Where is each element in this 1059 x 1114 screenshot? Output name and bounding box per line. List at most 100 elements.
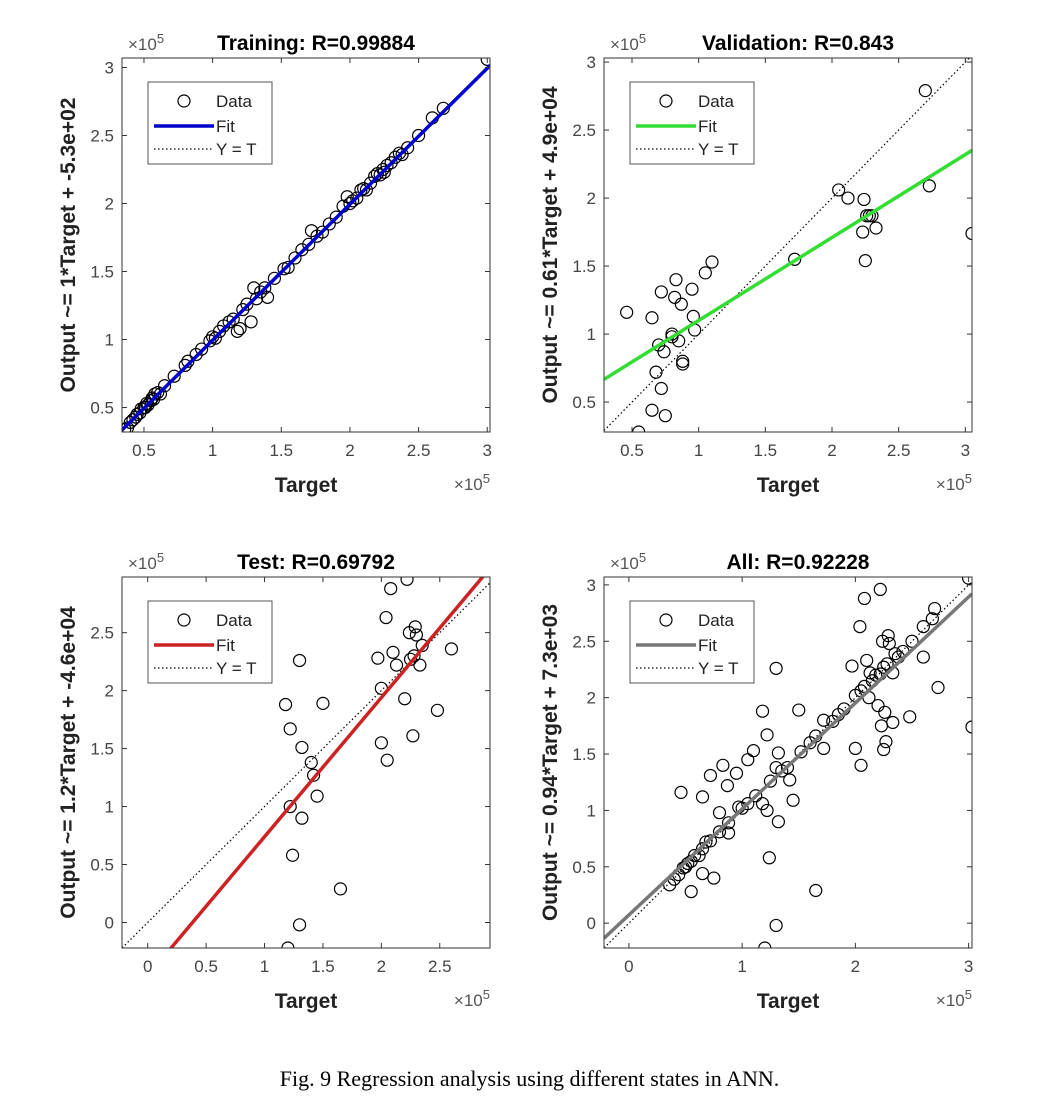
data-point xyxy=(878,705,892,719)
y-axis-label: Output ~= 0.61*Target + 4.9e+04 xyxy=(539,86,562,403)
x-tick-label: 1.5 xyxy=(311,957,335,976)
data-point xyxy=(283,722,297,736)
axes-frame xyxy=(121,57,491,433)
data-point xyxy=(857,192,871,207)
subplot-1: 0.5 1 1.5 2 2.5 3 0.5 1 1.5 2 2.5 3 Training: R=0.99… xyxy=(57,31,492,497)
data-point xyxy=(222,315,236,329)
legend-fit-label: Fit xyxy=(698,117,717,136)
data-point xyxy=(658,409,672,423)
data-point xyxy=(769,661,783,675)
y-tick-label: 1.5 xyxy=(572,257,596,276)
data-point xyxy=(755,797,770,811)
data-point xyxy=(729,766,744,780)
legend-identity-label: Y = T xyxy=(698,140,738,159)
data-point xyxy=(181,354,195,368)
axes-frame xyxy=(121,576,491,949)
x-tick-label: 1.5 xyxy=(754,441,778,460)
plot-content xyxy=(604,58,972,432)
data-point xyxy=(654,285,668,299)
legend-data-label: Data xyxy=(216,92,252,111)
data-point xyxy=(407,649,421,663)
data-point xyxy=(780,760,795,775)
chart-title: All: R=0.92228 xyxy=(726,551,869,574)
data-point xyxy=(741,797,755,811)
data-point xyxy=(144,394,158,408)
data-point xyxy=(480,58,490,66)
data-point xyxy=(916,650,930,664)
data-point xyxy=(755,704,770,718)
x-axis-label: Target xyxy=(757,990,820,1013)
data-point xyxy=(760,728,774,742)
data-point xyxy=(669,273,683,287)
legend-identity-label: Y = T xyxy=(698,659,738,678)
y-exponent-label: ×105 xyxy=(128,550,164,573)
subplot-3: 0 0.5 1 1.5 2 2.5 0 0.5 1 1.5 2 2.5 Test: R=0.69792 ×… xyxy=(57,550,491,1013)
data-point xyxy=(285,848,300,862)
legend: Data Fit Y = T xyxy=(147,81,273,165)
figure-caption: Fig. 9 Regression analysis using differe… xyxy=(279,1066,780,1091)
data-point xyxy=(260,290,275,304)
x-tick-label: 0.5 xyxy=(132,441,156,460)
x-tick-label: 3 xyxy=(961,441,970,460)
data-point xyxy=(379,610,393,625)
data-point xyxy=(881,629,895,643)
x-tick-label: 1 xyxy=(694,441,703,460)
x-exponent-label: ×105 xyxy=(936,987,972,1010)
x-tick-label: 3 xyxy=(964,957,973,976)
data-point xyxy=(886,715,900,730)
x-axis-label: Target xyxy=(275,474,338,497)
y-axis-label: Output ~= 1*Target + -5.3e+02 xyxy=(57,98,80,393)
chart-title: Training: R=0.99884 xyxy=(217,32,415,55)
data-point xyxy=(444,642,459,656)
y-axis-label: Output ~= 0.94*Target + 7.3e+03 xyxy=(539,604,562,921)
data-point xyxy=(674,785,688,799)
data-point xyxy=(769,918,783,933)
legend-box xyxy=(147,81,273,165)
data-point xyxy=(703,834,718,848)
data-point xyxy=(178,358,192,372)
data-point xyxy=(771,746,785,760)
data-point xyxy=(705,255,719,269)
x-exponent-label: ×105 xyxy=(454,987,490,1010)
data-point xyxy=(645,403,659,417)
data-point xyxy=(292,653,307,668)
data-point xyxy=(278,697,293,712)
data-point xyxy=(869,221,883,235)
data-point xyxy=(712,806,727,820)
data-point xyxy=(649,365,663,379)
data-point xyxy=(411,128,426,143)
data-point xyxy=(333,882,348,896)
data-point xyxy=(877,742,891,757)
data-point xyxy=(346,194,360,208)
data-point xyxy=(879,735,893,749)
data-point xyxy=(315,225,330,239)
y-tick-label: 2 xyxy=(587,689,596,708)
data-point xyxy=(281,260,295,275)
legend-box xyxy=(629,600,755,684)
legend-data-marker xyxy=(659,613,673,627)
data-point xyxy=(873,582,887,597)
x-tick-label: 2 xyxy=(851,957,860,976)
fit-line xyxy=(168,577,485,948)
data-point xyxy=(771,815,785,829)
fit-line xyxy=(604,148,972,381)
data-point xyxy=(853,620,867,634)
data-point xyxy=(928,601,942,616)
data-point xyxy=(882,636,896,651)
data-point xyxy=(832,183,846,197)
x-axis-label: Target xyxy=(275,990,338,1013)
x-exponent-label: ×105 xyxy=(454,471,490,494)
data-point xyxy=(258,281,272,295)
data-point xyxy=(267,271,282,285)
data-point xyxy=(857,591,872,606)
x-tick-label: 2 xyxy=(827,441,836,460)
plot-content xyxy=(122,577,490,948)
y-tick-label: 0 xyxy=(105,913,114,932)
y-tick-label: 2.5 xyxy=(90,624,114,643)
data-point xyxy=(684,885,698,899)
data-point xyxy=(746,744,761,758)
x-tick-label: 2.5 xyxy=(887,441,911,460)
data-point xyxy=(295,811,309,825)
y-tick-label: 0.5 xyxy=(90,856,114,875)
data-point xyxy=(792,703,806,717)
